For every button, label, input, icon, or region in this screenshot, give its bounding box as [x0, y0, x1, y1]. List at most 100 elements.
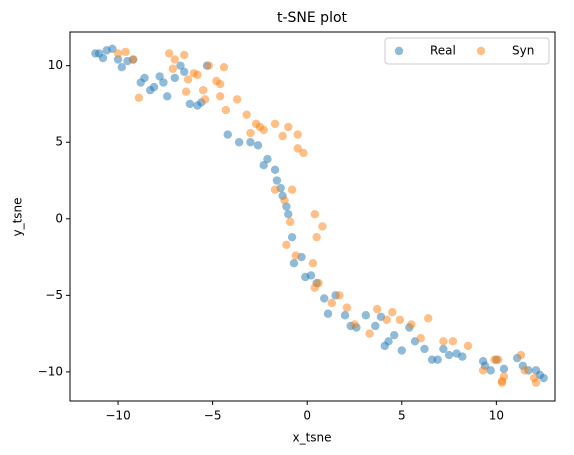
point	[113, 55, 123, 64]
point	[284, 210, 293, 219]
y-axis-label: y_tsne	[11, 197, 25, 236]
point	[497, 376, 507, 386]
point	[516, 350, 526, 360]
point	[181, 87, 191, 96]
point	[272, 176, 282, 185]
point	[221, 105, 231, 115]
x-tick-label: −10	[105, 409, 130, 423]
point	[215, 79, 225, 89]
point	[448, 337, 458, 346]
legend-marker	[476, 46, 486, 56]
point	[308, 258, 318, 268]
point	[306, 271, 316, 280]
point	[312, 232, 321, 242]
x-tick-label: 0	[303, 409, 311, 423]
point	[259, 161, 268, 170]
point	[128, 55, 138, 64]
point	[163, 92, 172, 101]
point	[388, 307, 397, 317]
point	[287, 232, 297, 242]
point	[168, 64, 178, 73]
point	[291, 251, 301, 260]
point	[246, 138, 255, 147]
point	[397, 346, 406, 355]
chart-title: t-SNE plot	[277, 10, 348, 26]
point	[407, 320, 416, 329]
point	[159, 78, 168, 87]
point	[280, 196, 289, 205]
point	[287, 185, 297, 194]
point	[170, 55, 179, 64]
legend-label: Real	[430, 44, 456, 58]
point	[263, 154, 272, 164]
point	[242, 110, 251, 119]
point	[372, 304, 382, 314]
point	[433, 355, 442, 364]
y-tick-label: −10	[38, 364, 63, 378]
point	[233, 95, 242, 104]
point	[149, 82, 159, 92]
point	[299, 148, 308, 158]
point	[439, 337, 448, 346]
point	[170, 73, 179, 83]
point	[270, 119, 280, 129]
point	[529, 373, 539, 383]
point	[183, 75, 193, 84]
point	[98, 53, 108, 63]
point	[185, 99, 195, 109]
point	[323, 309, 333, 318]
point	[310, 210, 319, 219]
point	[108, 44, 117, 54]
point	[335, 291, 344, 300]
point	[285, 217, 295, 227]
point	[382, 315, 391, 325]
point	[371, 321, 380, 331]
y-tick-label: −5	[45, 288, 63, 302]
point	[416, 334, 425, 343]
point	[327, 298, 336, 308]
point	[340, 311, 350, 320]
point	[342, 303, 352, 312]
y-tick-label: 5	[55, 135, 63, 149]
point	[234, 138, 244, 147]
y-tick-label: 10	[48, 58, 63, 72]
point	[520, 366, 529, 375]
point	[164, 49, 174, 58]
point	[365, 329, 374, 338]
point	[140, 73, 149, 83]
point	[361, 311, 371, 320]
point	[246, 128, 255, 138]
point	[121, 47, 130, 57]
point	[204, 61, 214, 70]
legend-marker	[394, 46, 404, 56]
legend-label: Syn	[512, 44, 534, 58]
x-tick-label: 10	[489, 409, 504, 423]
point	[180, 50, 189, 60]
point	[223, 130, 232, 139]
x-tick-label: −5	[204, 409, 222, 423]
point	[350, 320, 359, 329]
point	[284, 122, 293, 132]
point	[420, 344, 429, 354]
x-axis-label: x_tsne	[292, 431, 331, 445]
point	[293, 144, 302, 153]
point	[539, 373, 548, 383]
point	[318, 222, 327, 231]
point	[478, 366, 488, 375]
y-tick-label: 0	[55, 211, 63, 225]
point	[193, 70, 202, 80]
point	[293, 130, 302, 139]
point	[134, 93, 144, 103]
point	[270, 165, 280, 175]
point	[200, 95, 210, 104]
point	[390, 330, 399, 340]
point	[494, 355, 503, 364]
point	[458, 352, 467, 361]
point	[219, 63, 229, 72]
plot-frame	[69, 31, 556, 402]
point	[180, 67, 189, 77]
point	[289, 258, 299, 268]
point	[424, 314, 433, 323]
point	[117, 63, 127, 72]
